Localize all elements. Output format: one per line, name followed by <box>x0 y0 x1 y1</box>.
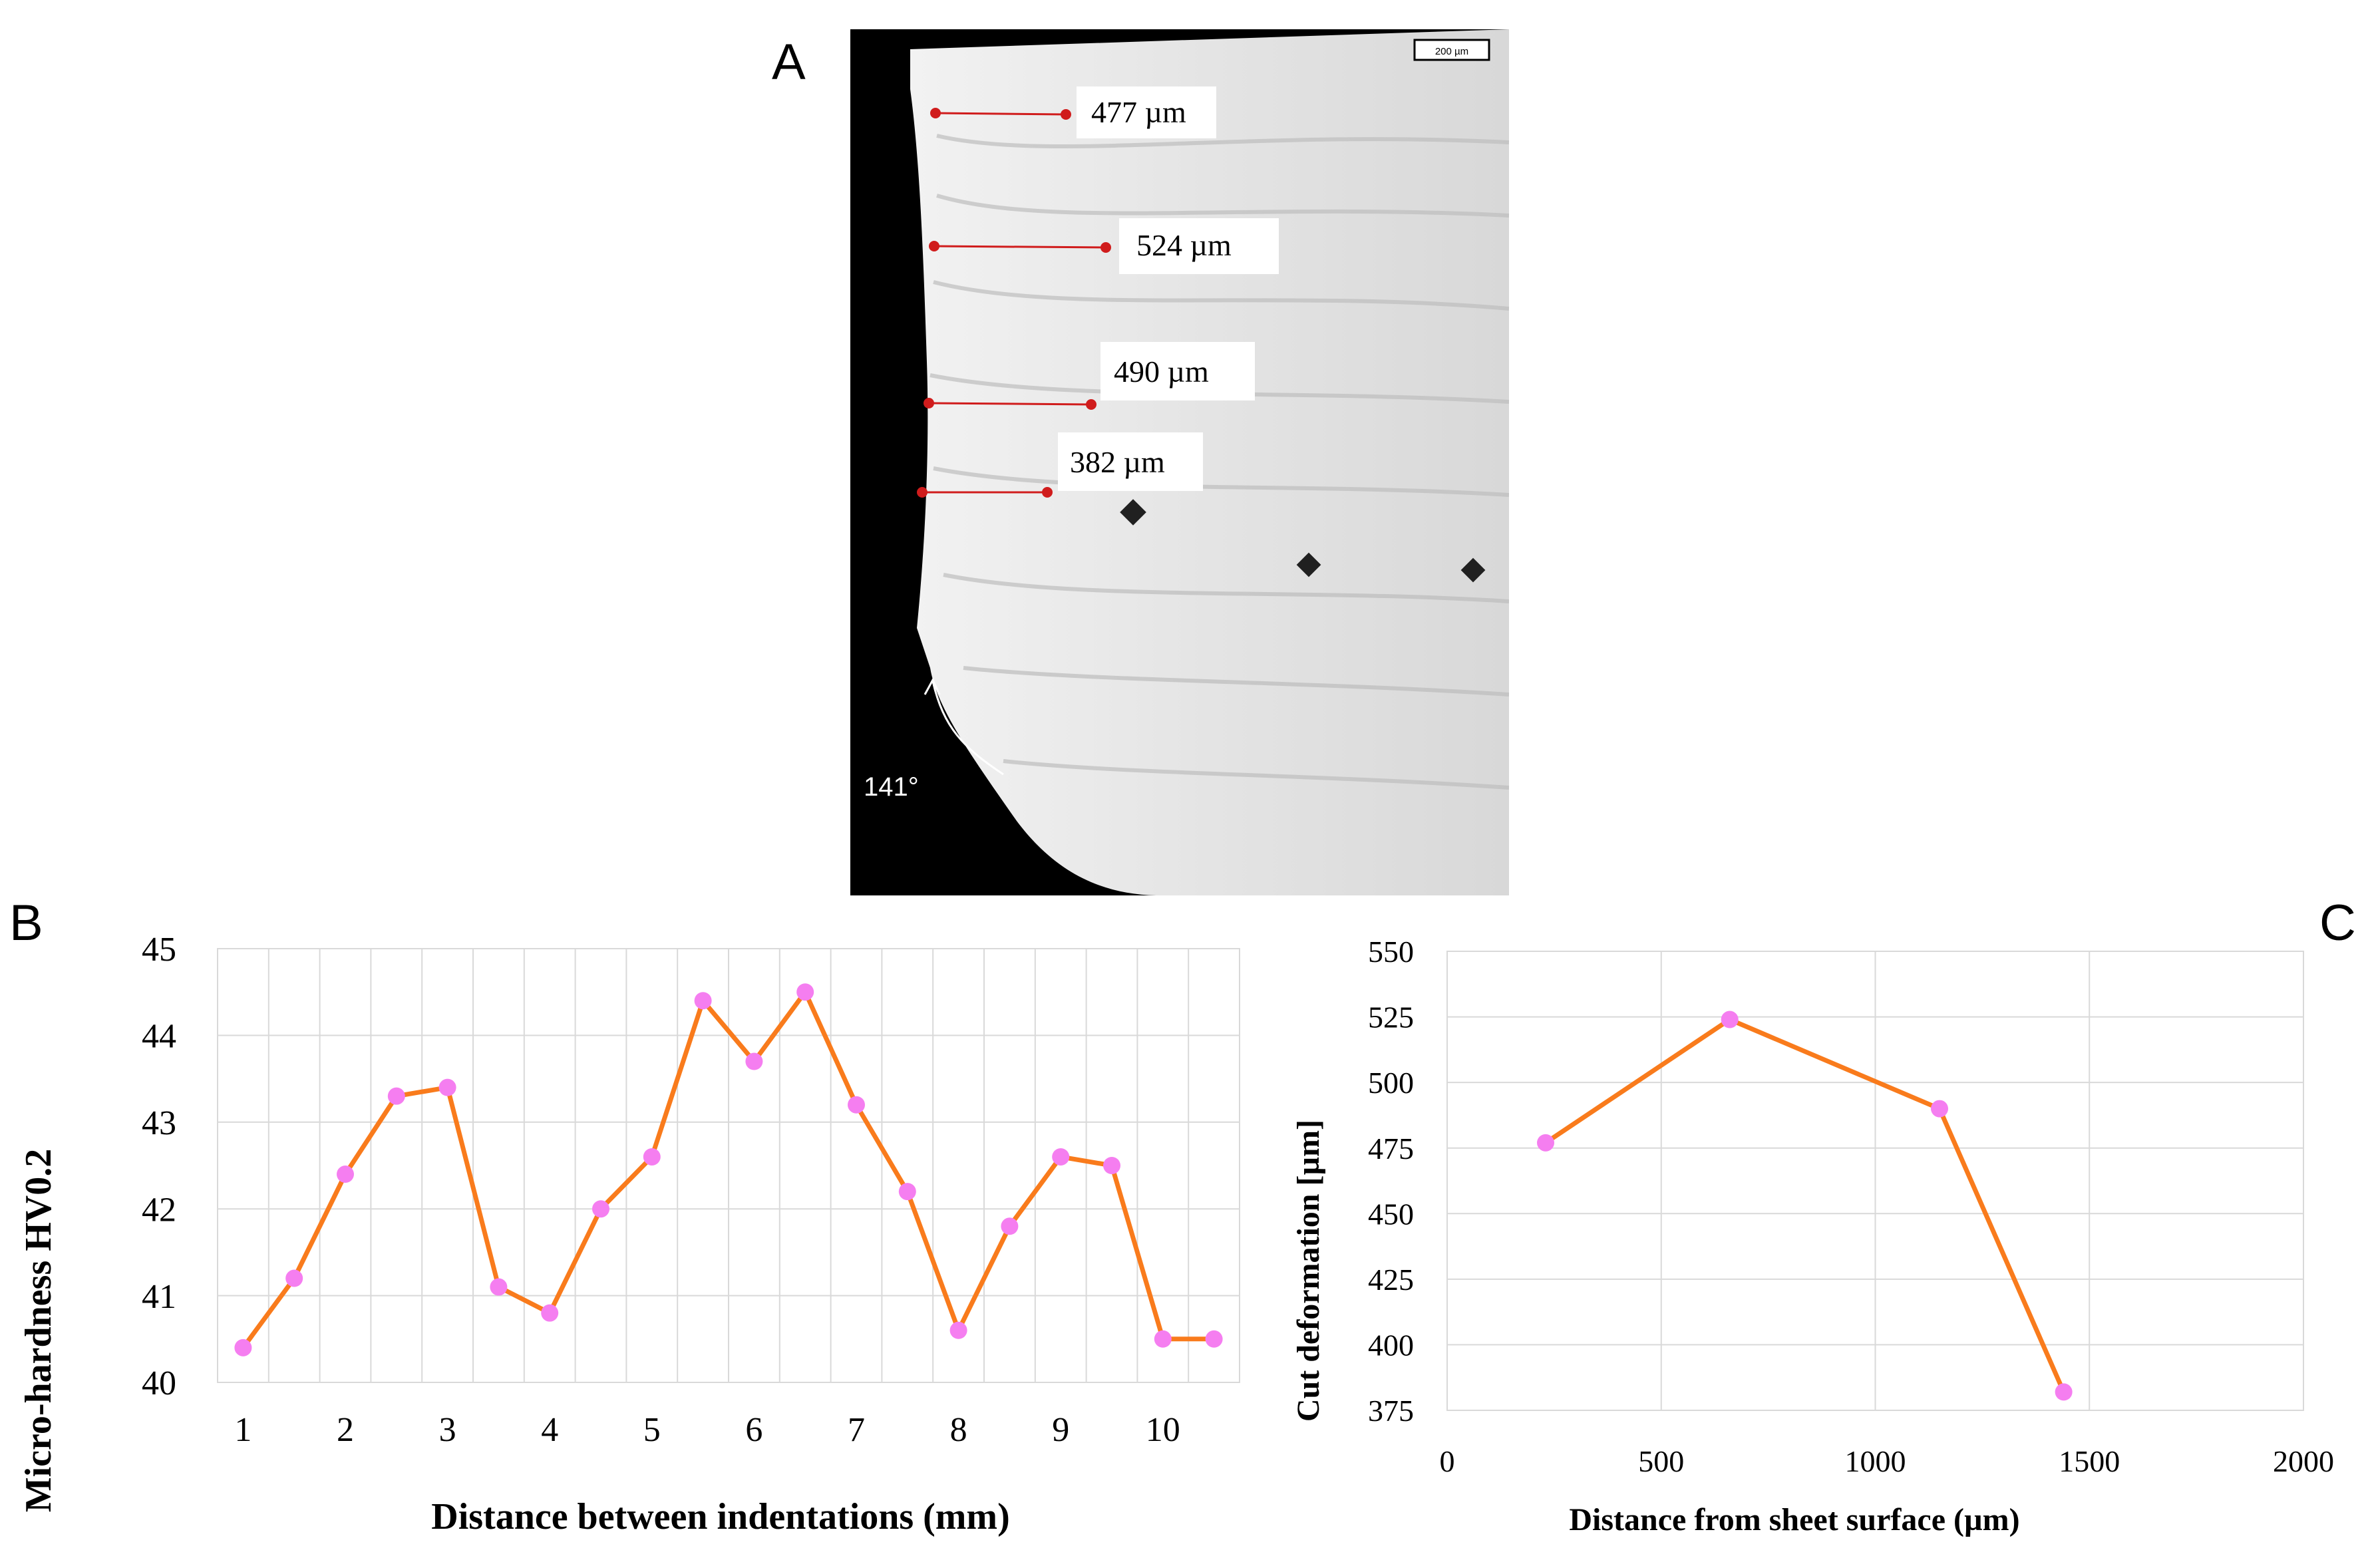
data-point <box>1721 1011 1739 1028</box>
y-tick-label: 43 <box>142 1104 176 1142</box>
panel-letter-c: C <box>2319 895 2356 951</box>
data-point <box>592 1200 609 1218</box>
y-tick-label: 500 <box>1368 1066 1414 1100</box>
x-tick-label: 1000 <box>1845 1444 1906 1478</box>
chart-b-x-ticks: 1 2 3 4 5 6 7 8 9 10 <box>234 1411 1180 1449</box>
data-point <box>285 1269 303 1287</box>
x-tick-label: 8 <box>950 1411 967 1449</box>
angle-arrow-icon <box>924 677 941 695</box>
x-tick-label: 4 <box>541 1411 558 1449</box>
angle-label: 141° <box>864 772 919 802</box>
x-tick-label: 9 <box>1052 1411 1069 1449</box>
chart-c-y-axis-title: Cut deformation [µm] <box>1291 1120 1326 1422</box>
x-tick-label: 3 <box>439 1411 456 1449</box>
indentation-marks <box>1120 499 1486 583</box>
data-point <box>387 1087 405 1105</box>
indentation-mark <box>1296 552 1321 577</box>
x-tick-label: 1 <box>234 1411 252 1449</box>
panel-letter-b: B <box>9 895 43 951</box>
data-point <box>1001 1217 1019 1235</box>
y-tick-label: 475 <box>1368 1132 1414 1166</box>
chart-b-grid <box>217 948 1240 1383</box>
measurement-label: 382 µm <box>1070 445 1165 479</box>
plot-frame <box>217 948 1240 1383</box>
x-tick-label: 6 <box>745 1411 762 1449</box>
data-point <box>438 1078 456 1096</box>
y-tick-label: 41 <box>142 1278 176 1316</box>
data-point <box>2055 1383 2073 1401</box>
x-tick-label: 500 <box>1638 1444 1684 1478</box>
data-point <box>745 1052 763 1070</box>
data-point <box>1154 1330 1172 1348</box>
data-point <box>1931 1100 1949 1118</box>
measurement-label: 490 µm <box>1114 355 1209 389</box>
data-point <box>694 992 712 1010</box>
measurement-2: 524 µm <box>929 218 1279 274</box>
scale-bar-label: 200 µm <box>1435 46 1468 57</box>
angle-arc <box>931 681 1004 776</box>
x-tick-label: 7 <box>848 1411 865 1449</box>
scale-bar-box <box>1413 39 1490 61</box>
data-point <box>1103 1157 1120 1174</box>
y-tick-label: 400 <box>1368 1329 1414 1362</box>
data-point <box>1537 1134 1555 1152</box>
chart-b-y-ticks: 40 41 42 43 44 45 <box>142 931 176 1402</box>
chart-c-y-ticks: 375 400 425 450 475 500 525 550 <box>1368 935 1414 1428</box>
data-point <box>898 1183 916 1201</box>
x-tick-label: 5 <box>643 1411 661 1449</box>
micrograph-image: 200 µm 477 µm 524 µm 490 µm 382 µm 141° <box>850 29 1509 895</box>
plot-frame <box>1446 951 2304 1411</box>
chart-c-points <box>1537 1011 2073 1401</box>
chart-c: 0 500 1000 1500 2000 375 400 425 450 475 500 525 55… <box>1291 935 2335 1537</box>
y-tick-label: 450 <box>1368 1197 1414 1231</box>
x-tick-label: 10 <box>1146 1411 1180 1449</box>
chart-b-y-axis-title: Micro-hardness HV0.2 <box>18 1149 59 1513</box>
x-tick-label: 2000 <box>2273 1444 2334 1478</box>
x-tick-label: 1500 <box>2059 1444 2120 1478</box>
y-tick-label: 375 <box>1368 1394 1414 1428</box>
y-tick-label: 42 <box>142 1191 176 1229</box>
y-tick-label: 44 <box>142 1018 176 1056</box>
measurement-4: 382 µm <box>917 432 1203 498</box>
chart-c-grid <box>1446 951 2304 1411</box>
chart-c-x-ticks: 0 500 1000 1500 2000 <box>1440 1444 2335 1478</box>
y-tick-label: 45 <box>142 931 176 969</box>
chart-b-x-axis-title: Distance between indentations (mm) <box>431 1496 1009 1537</box>
panel-letter-a: A <box>772 34 806 90</box>
measurement-3: 490 µm <box>924 342 1255 410</box>
data-point <box>848 1096 865 1114</box>
metal-section <box>910 29 1509 895</box>
chart-c-x-axis-title: Distance from sheet surface (µm) <box>1569 1502 2019 1537</box>
chart-b-points <box>234 983 1223 1356</box>
data-point <box>949 1321 967 1339</box>
y-tick-label: 40 <box>142 1364 176 1402</box>
data-point <box>796 983 814 1001</box>
data-point <box>337 1166 354 1183</box>
data-point <box>490 1278 508 1296</box>
y-tick-label: 550 <box>1368 935 1414 969</box>
data-point <box>1205 1330 1223 1348</box>
data-point <box>541 1304 559 1322</box>
chart-c-series <box>1544 1017 2066 1393</box>
y-tick-label: 525 <box>1368 1001 1414 1034</box>
indentation-mark <box>1120 499 1146 526</box>
measurement-1: 477 µm <box>930 86 1216 138</box>
indentation-mark <box>1460 557 1486 583</box>
x-tick-label: 0 <box>1440 1444 1455 1478</box>
y-tick-label: 425 <box>1368 1263 1414 1297</box>
data-point <box>1052 1148 1070 1166</box>
x-tick-label: 2 <box>337 1411 354 1449</box>
data-point <box>234 1338 252 1356</box>
series-line <box>1544 1017 2066 1393</box>
data-point <box>643 1148 661 1166</box>
measurement-label: 524 µm <box>1136 228 1232 262</box>
measurement-label: 477 µm <box>1091 95 1186 129</box>
